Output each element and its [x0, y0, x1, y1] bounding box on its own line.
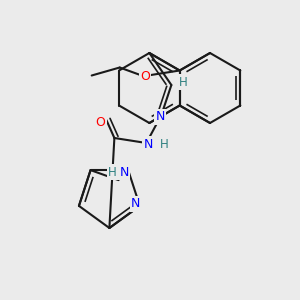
Text: H: H	[179, 76, 188, 88]
Text: N: N	[156, 110, 165, 124]
Text: N: N	[144, 137, 153, 151]
Text: N: N	[119, 166, 129, 178]
Text: O: O	[95, 116, 105, 130]
Text: H: H	[108, 166, 117, 178]
Text: O: O	[140, 70, 150, 83]
Text: H: H	[160, 137, 169, 151]
Text: N: N	[131, 197, 140, 210]
